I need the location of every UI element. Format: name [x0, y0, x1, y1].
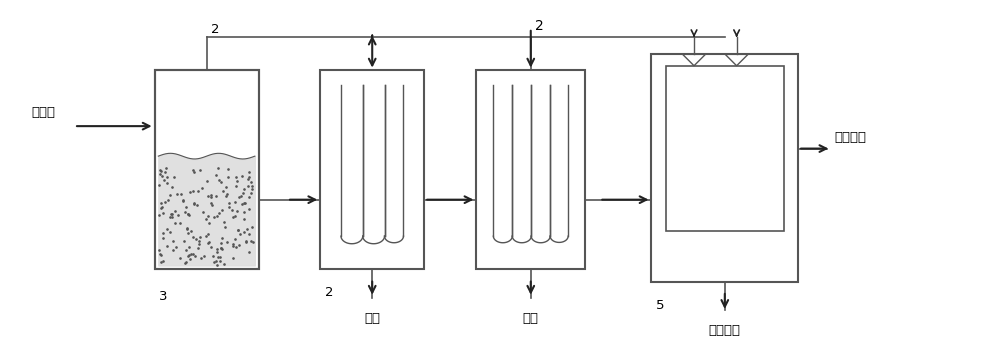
Text: 硫蕋气: 硫蕋气	[31, 105, 55, 119]
Text: 2: 2	[325, 286, 333, 299]
Text: 2: 2	[535, 19, 544, 33]
Text: 含尘液硫: 含尘液硫	[709, 324, 741, 337]
Text: 3: 3	[159, 290, 168, 303]
Bar	[666, 66, 784, 232]
Bar	[320, 71, 424, 269]
Polygon shape	[683, 54, 705, 66]
Text: 液硫: 液硫	[523, 312, 539, 325]
Polygon shape	[725, 54, 748, 66]
Text: 2: 2	[211, 23, 220, 37]
Text: 5: 5	[656, 298, 665, 312]
Bar	[155, 71, 259, 269]
Text: 液硫: 液硫	[364, 312, 380, 325]
Bar	[476, 71, 585, 269]
Text: 二氧化硫: 二氧化硫	[834, 131, 866, 144]
Bar	[155, 71, 259, 269]
Bar	[651, 54, 798, 282]
